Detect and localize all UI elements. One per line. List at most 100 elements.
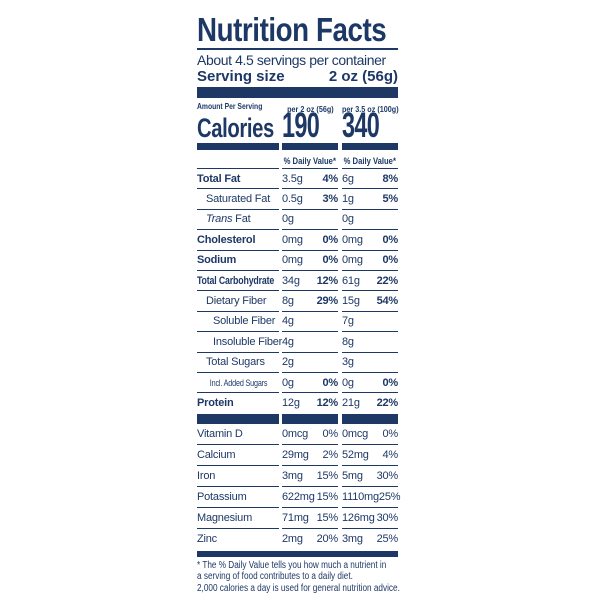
nutrient-name: Total Carbohydrate bbox=[197, 274, 275, 287]
calories-divider-bars bbox=[197, 143, 398, 150]
footnote-line: a serving of food contributes to a daily… bbox=[197, 571, 353, 583]
nutrient-name: Magnesium bbox=[197, 511, 253, 524]
row-trans-fat: Trans Fat 0g 0g bbox=[197, 208, 398, 229]
nutrient-name: Iron bbox=[197, 469, 216, 482]
nutrient-name: Vitamin D bbox=[197, 427, 243, 440]
amount-col1: 0g bbox=[282, 376, 294, 389]
footnote-line: * The % Daily Value tells you how much a… bbox=[197, 559, 387, 571]
amount-col1: 4g bbox=[282, 315, 294, 328]
amount-col2: 0mg bbox=[342, 233, 363, 246]
row-added-sugars: Incl. Added Sugars 0g 0% 0g 0% bbox=[197, 371, 399, 392]
thick-divider-bar bbox=[197, 87, 398, 98]
col2-header: per 3.5 oz (100g) bbox=[341, 104, 399, 114]
nutrient-name: Total Fat bbox=[197, 172, 241, 185]
dv-col1: 20% bbox=[316, 533, 339, 546]
amount-col1: 0.5g bbox=[282, 193, 303, 206]
servings-per-container: About 4.5 servings per container bbox=[197, 52, 386, 68]
amount-col2: 21g bbox=[342, 396, 360, 409]
row-vitamin-d: Vitamin D 0mcg 0% 0mcg 0% bbox=[197, 424, 398, 445]
dv-col1: 29% bbox=[316, 295, 339, 308]
amount-col1: 29mg bbox=[282, 448, 309, 461]
row-total-fat: Total Fat 3.5g 4% 6g 8% bbox=[197, 168, 398, 188]
amount-col1: 2mg bbox=[282, 533, 303, 546]
amount-col2: 3mg bbox=[342, 533, 363, 546]
row-soluble-fiber: Soluble Fiber 4g 7g bbox=[197, 310, 398, 331]
amount-col2: 0mg bbox=[342, 254, 363, 267]
dv-col1: 2% bbox=[322, 448, 339, 461]
amount-col1: 0mg bbox=[282, 254, 303, 267]
nutrient-name: Soluble Fiber bbox=[213, 315, 276, 328]
serving-size-row: Serving size 2 oz (56g) bbox=[197, 68, 398, 85]
label-title: Nutrition Facts bbox=[197, 11, 387, 48]
amount-col1: 71mg bbox=[282, 511, 309, 524]
amount-col1: 0mcg bbox=[282, 427, 309, 440]
nutrient-name: Sodium bbox=[197, 254, 237, 267]
amount-col1: 8g bbox=[282, 295, 294, 308]
row-total-carbohydrate: Total Carbohydrate 34g 12% 61g 22% bbox=[197, 269, 399, 290]
nutrient-name: Dietary Fiber bbox=[206, 295, 267, 308]
dv-col2: 0% bbox=[382, 376, 399, 389]
amount-col2: 8g bbox=[342, 335, 354, 348]
nutrient-name: Saturated Fat bbox=[206, 193, 271, 206]
amount-col1: 3.5g bbox=[282, 172, 303, 185]
dv-col2: 25% bbox=[376, 533, 399, 546]
dv-col2: 22% bbox=[376, 274, 399, 287]
dv-col1: 4% bbox=[322, 172, 339, 185]
nutrient-name: Calcium bbox=[197, 448, 236, 461]
amount-col2: 5mg bbox=[342, 469, 363, 482]
calories-row: Calories 190 340 bbox=[197, 108, 398, 143]
nutrient-name: Insoluble Fiber bbox=[213, 335, 283, 348]
nutrient-name: Protein bbox=[197, 396, 234, 409]
amount-col1: 12g bbox=[282, 396, 300, 409]
row-dietary-fiber: Dietary Fiber 8g 29% 15g 54% bbox=[197, 290, 398, 310]
row-magnesium: Magnesium 71mg 15% 126mg 30% bbox=[197, 508, 398, 529]
dv-col1: 15% bbox=[316, 490, 339, 503]
dv-col2: 30% bbox=[376, 511, 399, 524]
dv-col1: 3% bbox=[322, 193, 339, 206]
amount-col1: 3mg bbox=[282, 469, 303, 482]
dv-col1: 0% bbox=[322, 376, 339, 389]
serving-size-value: 2 oz (56g) bbox=[328, 68, 398, 85]
daily-value-header-col2: % Daily Value* bbox=[343, 156, 397, 166]
row-sodium: Sodium 0mg 0% 0mg 0% bbox=[197, 249, 399, 270]
nutrient-name: Cholesterol bbox=[197, 233, 256, 246]
footer-divider-bar bbox=[197, 550, 398, 557]
row-zinc: Zinc 2mg 20% 3mg 25% bbox=[197, 529, 398, 550]
amount-col1: 622mg bbox=[282, 490, 315, 503]
calories-label: Calories bbox=[197, 113, 274, 143]
amount-col1: 0g bbox=[282, 213, 294, 226]
amount-col2: 6g bbox=[342, 172, 354, 185]
amount-col1: 2g bbox=[282, 356, 294, 369]
protein-divider-bars bbox=[197, 413, 398, 424]
amount-col2: 0g bbox=[342, 213, 354, 226]
dv-col1: 0% bbox=[322, 233, 339, 246]
amount-col2: 3g bbox=[342, 356, 354, 369]
row-iron: Iron 3mg 15% 5mg 30% bbox=[197, 466, 398, 487]
dv-col1: 12% bbox=[316, 396, 339, 409]
serving-size-label: Serving size bbox=[197, 68, 285, 85]
amount-col1: 0mg bbox=[282, 233, 303, 246]
dv-col1: 0% bbox=[322, 427, 339, 440]
dv-col2: 25% bbox=[378, 490, 401, 503]
dv-col2: 30% bbox=[376, 469, 399, 482]
nutrient-name: Trans Fat bbox=[206, 213, 251, 226]
dv-col1: 0% bbox=[322, 254, 339, 267]
row-calcium: Calcium 29mg 2% 52mg 4% bbox=[197, 445, 398, 466]
col1-header: per 2 oz (56g) bbox=[286, 104, 334, 114]
dv-col1: 12% bbox=[316, 274, 339, 287]
footnote-line: 2,000 calories a day is used for general… bbox=[197, 582, 400, 594]
row-insoluble-fiber: Insoluble Fiber 4g 8g bbox=[197, 331, 398, 351]
row-potassium: Potassium 622mg 15% 1110mg 25% bbox=[197, 487, 401, 508]
row-cholesterol: Cholesterol 0mg 0% 0mg 0% bbox=[197, 229, 398, 249]
daily-value-header-row: % Daily Value* % Daily Value* bbox=[197, 150, 398, 168]
dv-col2: 4% bbox=[382, 448, 399, 461]
dv-col2: 0% bbox=[382, 427, 399, 440]
dv-col2: 0% bbox=[382, 254, 399, 267]
nutrient-name: Potassium bbox=[197, 490, 247, 503]
amount-col2: 1g bbox=[342, 193, 354, 206]
amount-col1: 34g bbox=[282, 274, 300, 287]
amount-col2: 61g bbox=[342, 274, 360, 287]
dv-col2: 0% bbox=[382, 233, 399, 246]
amount-col2: 0mcg bbox=[342, 427, 369, 440]
